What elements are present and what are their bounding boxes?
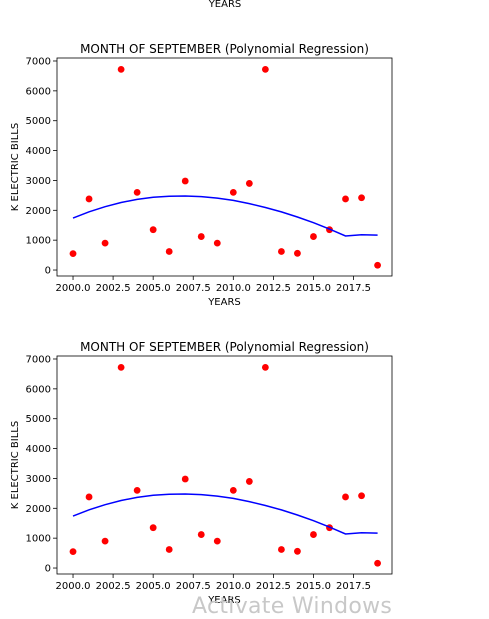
chart-title: MONTH OF SEPTEMBER (Polynomial Regressio… (80, 340, 369, 354)
data-point (213, 239, 221, 247)
data-point (261, 363, 269, 371)
y-axis-label: K ELECTRIC BILLS (10, 421, 21, 509)
data-point (342, 493, 349, 501)
x-axis-label: YEARS (207, 297, 241, 308)
x-tick-label: 2010.0 (216, 581, 251, 592)
plot-frame (56, 355, 393, 575)
data-point (294, 547, 301, 555)
data-point (85, 195, 93, 203)
x-axis-label: YEARS (207, 595, 241, 606)
data-point (165, 248, 173, 255)
y-tick-label: 2000 (26, 206, 51, 217)
y-tick-label: 4000 (26, 146, 51, 157)
data-point (374, 559, 381, 567)
x-tick-label: 2005.0 (136, 581, 171, 592)
x-tick-label: 2015.0 (296, 581, 331, 592)
x-tick-label: 2007.5 (176, 581, 211, 592)
data-point (181, 475, 189, 483)
chart-title: MONTH OF SEPTEMBER (Polynomial Regressio… (80, 42, 369, 56)
data-point (278, 546, 285, 553)
x-tick-label: 2005.0 (136, 283, 171, 294)
data-point (149, 524, 157, 532)
data-point (133, 188, 141, 196)
data-point (149, 226, 157, 234)
data-point (197, 233, 205, 240)
data-point (213, 537, 221, 545)
data-point (117, 363, 125, 371)
x-tick-label: 2012.5 (256, 581, 291, 592)
y-tick-label: 7000 (26, 56, 51, 67)
data-point (245, 478, 253, 485)
x-tick-label: 2000.0 (56, 581, 91, 592)
data-point (374, 261, 381, 269)
x-tick-label: 2017.5 (336, 283, 371, 294)
data-point (229, 486, 237, 494)
data-point (358, 194, 365, 202)
y-axis-label: K ELECTRIC BILLS (10, 123, 21, 211)
data-point (294, 249, 301, 257)
x-tick-label: 2000.0 (56, 283, 91, 294)
x-tick-label: 2002.5 (96, 283, 131, 294)
y-tick-label: 3000 (26, 474, 51, 485)
data-point (69, 548, 77, 556)
y-tick-label: 6000 (26, 384, 51, 395)
data-point (278, 248, 285, 255)
y-tick-label: 1000 (26, 534, 51, 545)
x-tick-label: 2010.0 (216, 283, 251, 294)
y-tick-label: 3000 (26, 176, 51, 187)
top-axis-label: YEARS (208, 0, 242, 10)
data-point (229, 188, 237, 196)
y-tick-label: 2000 (26, 504, 51, 515)
y-tick-label: 4000 (26, 444, 51, 455)
data-point (310, 531, 317, 538)
y-tick-label: 0 (45, 564, 51, 575)
data-point (101, 537, 109, 545)
data-point (85, 493, 93, 501)
data-point (69, 250, 77, 258)
windows-activation-watermark: Activate Windows (192, 594, 393, 619)
regression-line (72, 195, 378, 237)
y-tick-label: 6000 (26, 86, 51, 97)
chart-2: MONTH OF SEPTEMBER (Polynomial Regressio… (10, 340, 393, 606)
x-tick-label: 2012.5 (256, 283, 291, 294)
data-point (358, 492, 365, 500)
data-point (165, 546, 173, 553)
data-point (101, 239, 109, 247)
data-point (342, 195, 349, 203)
y-tick-label: 0 (45, 266, 51, 277)
x-tick-label: 2007.5 (176, 283, 211, 294)
data-point (261, 65, 269, 73)
data-point (197, 531, 205, 538)
data-point (117, 65, 125, 73)
data-point (245, 180, 253, 187)
y-tick-label: 1000 (26, 236, 51, 247)
data-point (310, 233, 317, 240)
x-tick-label: 2002.5 (96, 581, 131, 592)
plot-frame (56, 57, 393, 277)
data-point (181, 177, 189, 185)
data-point (133, 486, 141, 494)
y-tick-label: 7000 (26, 354, 51, 365)
x-tick-label: 2017.5 (336, 581, 371, 592)
chart-1: MONTH OF SEPTEMBER (Polynomial Regressio… (10, 42, 393, 308)
y-tick-label: 5000 (26, 116, 51, 127)
y-tick-label: 5000 (26, 414, 51, 425)
x-tick-label: 2015.0 (296, 283, 331, 294)
regression-line (72, 493, 378, 535)
